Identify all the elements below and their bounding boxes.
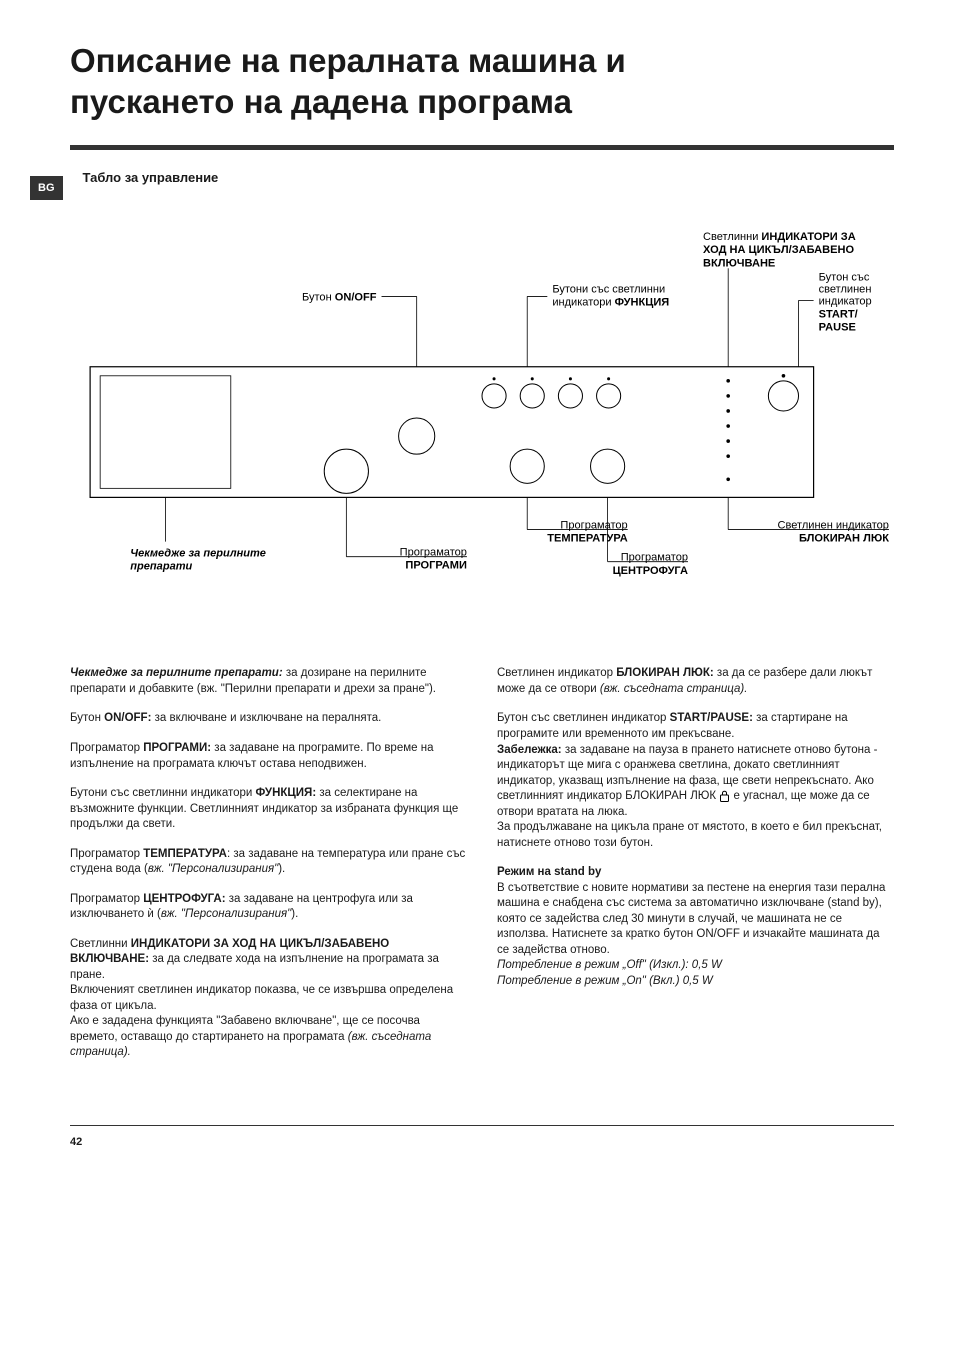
svg-text:Програматор: Програматор <box>400 546 467 558</box>
svg-text:Програматор: Програматор <box>621 551 688 563</box>
lock-icon <box>719 790 730 802</box>
para-standby: Режим на stand by В съответствие с новит… <box>497 865 894 989</box>
para-spin: Програматор ЦЕНТРОФУГА: за задаване на ц… <box>70 892 467 923</box>
svg-text:START/: START/ <box>819 308 858 320</box>
svg-text:Чекмедже за перилните: Чекмедже за перилните <box>130 547 266 559</box>
svg-text:Светлинни ИНДИКАТОРИ ЗА: Светлинни ИНДИКАТОРИ ЗА <box>703 231 856 243</box>
control-panel-diagram: Бутон ON/OFF Бутони със светлинни индика… <box>70 210 894 617</box>
para-drawer: Чекмедже за перилните препарати: за дози… <box>70 666 467 697</box>
svg-text:ЦЕНТРОФУГА: ЦЕНТРОФУГА <box>613 564 688 576</box>
svg-text:индикатори ФУНКЦИЯ: индикатори ФУНКЦИЯ <box>552 296 669 308</box>
svg-text:Програматор: Програматор <box>560 519 627 531</box>
svg-text:PAUSE: PAUSE <box>819 321 856 333</box>
panel-svg: Бутон ON/OFF Бутони със светлинни индика… <box>70 210 894 612</box>
para-door-lock: Светлинен индикатор БЛОКИРАН ЛЮК: за да … <box>497 666 894 697</box>
right-column: Светлинен индикатор БЛОКИРАН ЛЮК: за да … <box>497 666 894 1074</box>
title-line-1: Описание на пералната машина и <box>70 42 626 79</box>
title-line-2: пускането на дадена програма <box>70 83 572 120</box>
page-footer: 42 <box>70 1125 894 1148</box>
para-programmes: Програматор ПРОГРАМИ: за задаване на про… <box>70 741 467 772</box>
language-tab: BG <box>30 176 63 200</box>
page-number: 42 <box>70 1136 82 1148</box>
para-onoff: Бутон ON/OFF: за включване и изключване … <box>70 711 467 727</box>
body-columns: Чекмедже за перилните препарати: за дози… <box>70 666 894 1074</box>
para-cycle-indicators: Светлинни ИНДИКАТОРИ ЗА ХОД НА ЦИКЪЛ/ЗАБ… <box>70 937 467 1061</box>
left-column: Чекмедже за перилните препарати: за дози… <box>70 666 467 1074</box>
svg-text:Бутони със светлинни: Бутони със светлинни <box>552 283 665 295</box>
section-title: Табло за управление <box>83 170 219 185</box>
svg-text:БЛОКИРАН ЛЮК: БЛОКИРАН ЛЮК <box>799 532 889 544</box>
svg-text:препарати: препарати <box>130 560 192 572</box>
svg-text:ВКЛЮЧВАНЕ: ВКЛЮЧВАНЕ <box>703 257 775 269</box>
page-title: Описание на пералната машина и пускането… <box>70 40 894 123</box>
title-rule <box>70 145 894 150</box>
para-temperature: Програматор ТЕМПЕРАТУРА: за задаване на … <box>70 847 467 878</box>
svg-text:ХОД НА ЦИКЪЛ/ЗАБАВЕНО: ХОД НА ЦИКЪЛ/ЗАБАВЕНО <box>703 244 854 256</box>
svg-text:ТЕМПЕРАТУРА: ТЕМПЕРАТУРА <box>547 532 627 544</box>
para-start-pause: Бутон със светлинен индикатор START/PAUS… <box>497 711 894 851</box>
svg-text:Светлинен индикатор: Светлинен индикатор <box>778 519 889 531</box>
svg-text:Бутон със: Бутон със <box>819 271 870 283</box>
svg-text:индикатор: индикатор <box>819 295 872 307</box>
svg-text:Бутон ON/OFF: Бутон ON/OFF <box>302 291 377 303</box>
svg-text:ПРОГРАМИ: ПРОГРАМИ <box>405 559 467 571</box>
svg-text:светлинен: светлинен <box>819 283 872 295</box>
para-function: Бутони със светлинни индикатори ФУНКЦИЯ:… <box>70 786 467 833</box>
